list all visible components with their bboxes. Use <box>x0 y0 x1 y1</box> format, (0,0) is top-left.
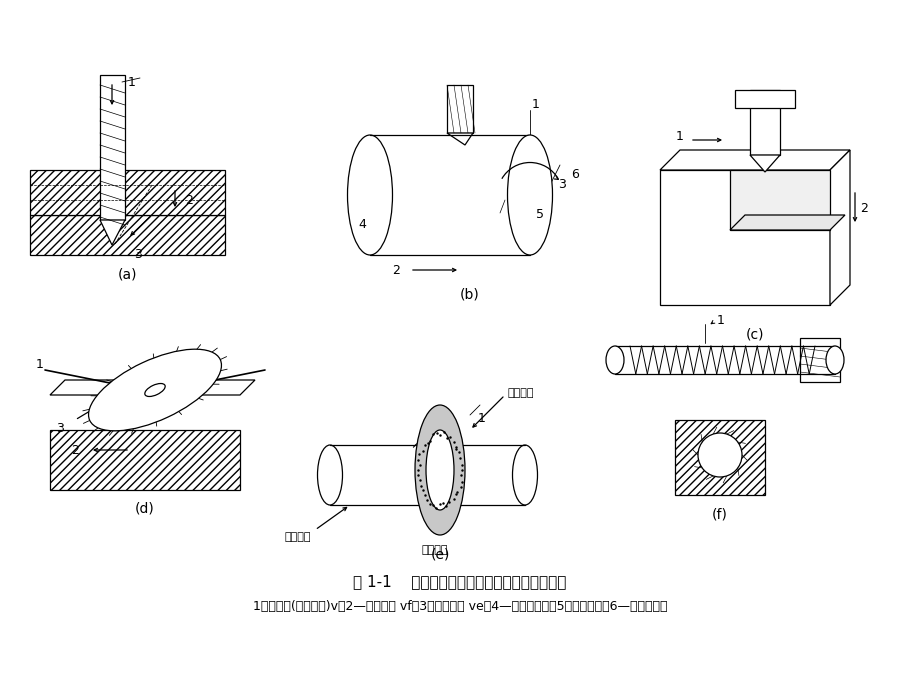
Text: (f): (f) <box>711 508 727 522</box>
Text: 1: 1 <box>36 359 44 371</box>
Polygon shape <box>659 150 849 170</box>
Text: 圆周进给: 圆周进给 <box>421 545 448 555</box>
Text: 6: 6 <box>571 168 578 181</box>
Polygon shape <box>734 90 794 108</box>
Text: 1: 1 <box>716 313 724 326</box>
Polygon shape <box>30 170 225 215</box>
Circle shape <box>698 433 742 477</box>
Polygon shape <box>447 85 472 133</box>
Text: 2: 2 <box>859 201 867 215</box>
Text: 1－主运动(刀具完成)v；2—进给运动 vf；3－合成运动 ve；4—待加工表面；5－加工表面；6—已加工表面: 1－主运动(刀具完成)v；2—进给运动 vf；3－合成运动 ve；4—待加工表面… <box>253 600 666 613</box>
Polygon shape <box>749 155 779 172</box>
Ellipse shape <box>317 445 342 505</box>
Text: 径向进给: 径向进给 <box>507 388 534 398</box>
Polygon shape <box>100 75 125 220</box>
Polygon shape <box>729 170 829 230</box>
Text: (d): (d) <box>135 501 154 515</box>
Ellipse shape <box>512 445 537 505</box>
Polygon shape <box>447 133 472 145</box>
Ellipse shape <box>507 135 552 255</box>
Text: 3: 3 <box>134 248 142 262</box>
Text: (b): (b) <box>460 288 480 302</box>
Text: 1: 1 <box>675 130 683 143</box>
Text: 4: 4 <box>357 219 366 232</box>
Polygon shape <box>30 215 225 255</box>
Ellipse shape <box>425 430 453 510</box>
Ellipse shape <box>88 349 221 431</box>
Ellipse shape <box>825 346 843 374</box>
Polygon shape <box>50 380 255 395</box>
Polygon shape <box>100 220 125 245</box>
Text: 3: 3 <box>56 422 63 435</box>
Ellipse shape <box>347 135 392 255</box>
Text: (e): (e) <box>430 548 449 562</box>
Text: 2: 2 <box>185 193 193 206</box>
Text: 轴向进给: 轴向进给 <box>285 532 312 542</box>
Polygon shape <box>659 170 829 305</box>
Text: (a): (a) <box>119 268 138 282</box>
Text: 图 1-1    钻、车、刨、铣、磨、拉削的切削运动: 图 1-1 钻、车、刨、铣、磨、拉削的切削运动 <box>353 575 566 589</box>
Ellipse shape <box>606 346 623 374</box>
Ellipse shape <box>144 384 165 397</box>
Text: (c): (c) <box>745 328 764 342</box>
Text: 1: 1 <box>531 99 539 112</box>
Text: 2: 2 <box>71 444 79 457</box>
Polygon shape <box>50 430 240 490</box>
Polygon shape <box>829 150 849 305</box>
Polygon shape <box>800 338 839 382</box>
Polygon shape <box>729 215 844 230</box>
Text: 2: 2 <box>391 264 400 277</box>
Text: 3: 3 <box>558 179 565 192</box>
Text: 5: 5 <box>536 208 543 221</box>
Ellipse shape <box>414 405 464 535</box>
Text: 1: 1 <box>128 75 136 88</box>
Polygon shape <box>749 90 779 155</box>
Text: 1: 1 <box>478 411 485 424</box>
Polygon shape <box>675 420 765 495</box>
